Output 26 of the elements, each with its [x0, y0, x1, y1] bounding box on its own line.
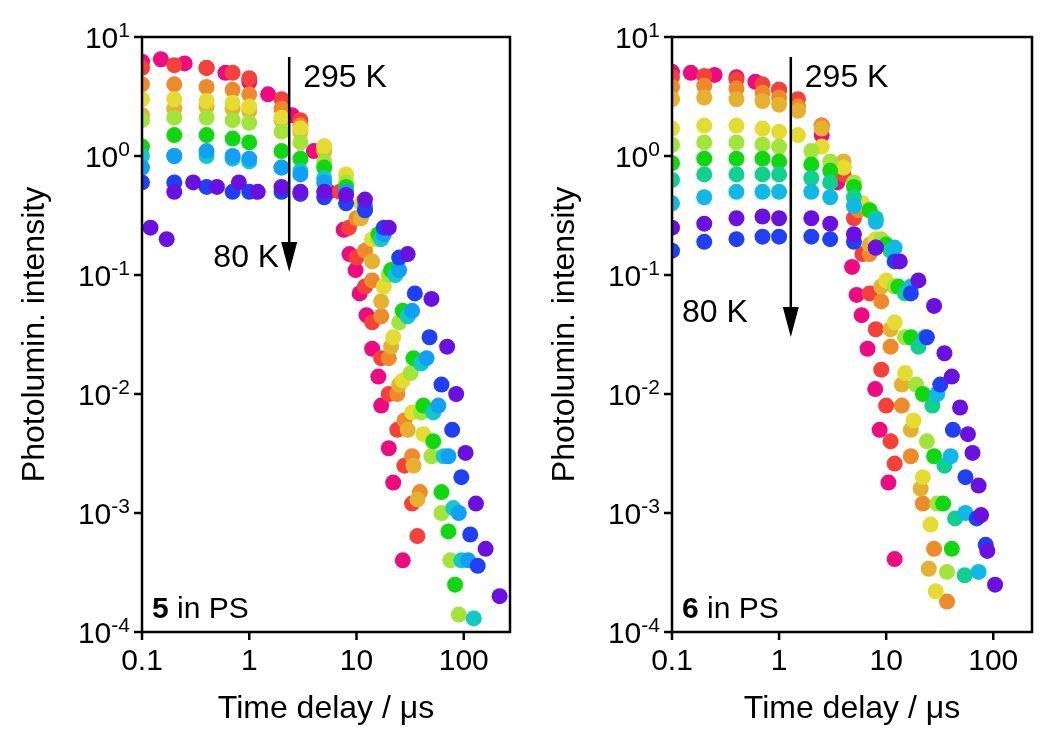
- x-axis-title: Time delay / μs: [217, 689, 435, 725]
- x-tick-label: 10: [339, 643, 374, 676]
- y-axis-title: Photolumin. intensity: [15, 186, 51, 483]
- annotation: 295 K: [804, 58, 889, 94]
- annotation: 80 K: [682, 293, 748, 329]
- x-axis-title: Time delay / μs: [743, 689, 961, 725]
- y-tick-label: 10$^{-2}$: [607, 374, 660, 411]
- y-tick-label: 10$^{-1}$: [607, 255, 660, 292]
- annotation: 5 in PS: [152, 591, 249, 624]
- y-tick-label: 10$^{1}$: [84, 17, 130, 54]
- x-tick-label: 100: [968, 643, 1019, 676]
- annotation: 295 K: [303, 58, 387, 94]
- y-tick-label: 10$^{-3}$: [607, 493, 660, 530]
- y-tick-label: 10$^{1}$: [614, 17, 660, 54]
- y-tick-label: 10$^{-2}$: [77, 374, 130, 411]
- y-tick-label: 10$^{0}$: [84, 136, 130, 173]
- x-tick-label: 100: [438, 643, 489, 676]
- annotation: 80 K: [213, 238, 280, 274]
- x-tick-label: 10: [869, 643, 903, 676]
- y-axis-title: Photolumin. intensity: [545, 186, 581, 483]
- y-tick-label: 10$^{0}$: [614, 136, 660, 173]
- y-tick-label: 10$^{-3}$: [77, 493, 130, 530]
- x-tick-label: 1: [770, 643, 788, 676]
- x-tick-label: 1: [240, 643, 258, 676]
- annotation: 6 in PS: [682, 591, 779, 624]
- y-tick-label: 10$^{-1}$: [77, 255, 130, 292]
